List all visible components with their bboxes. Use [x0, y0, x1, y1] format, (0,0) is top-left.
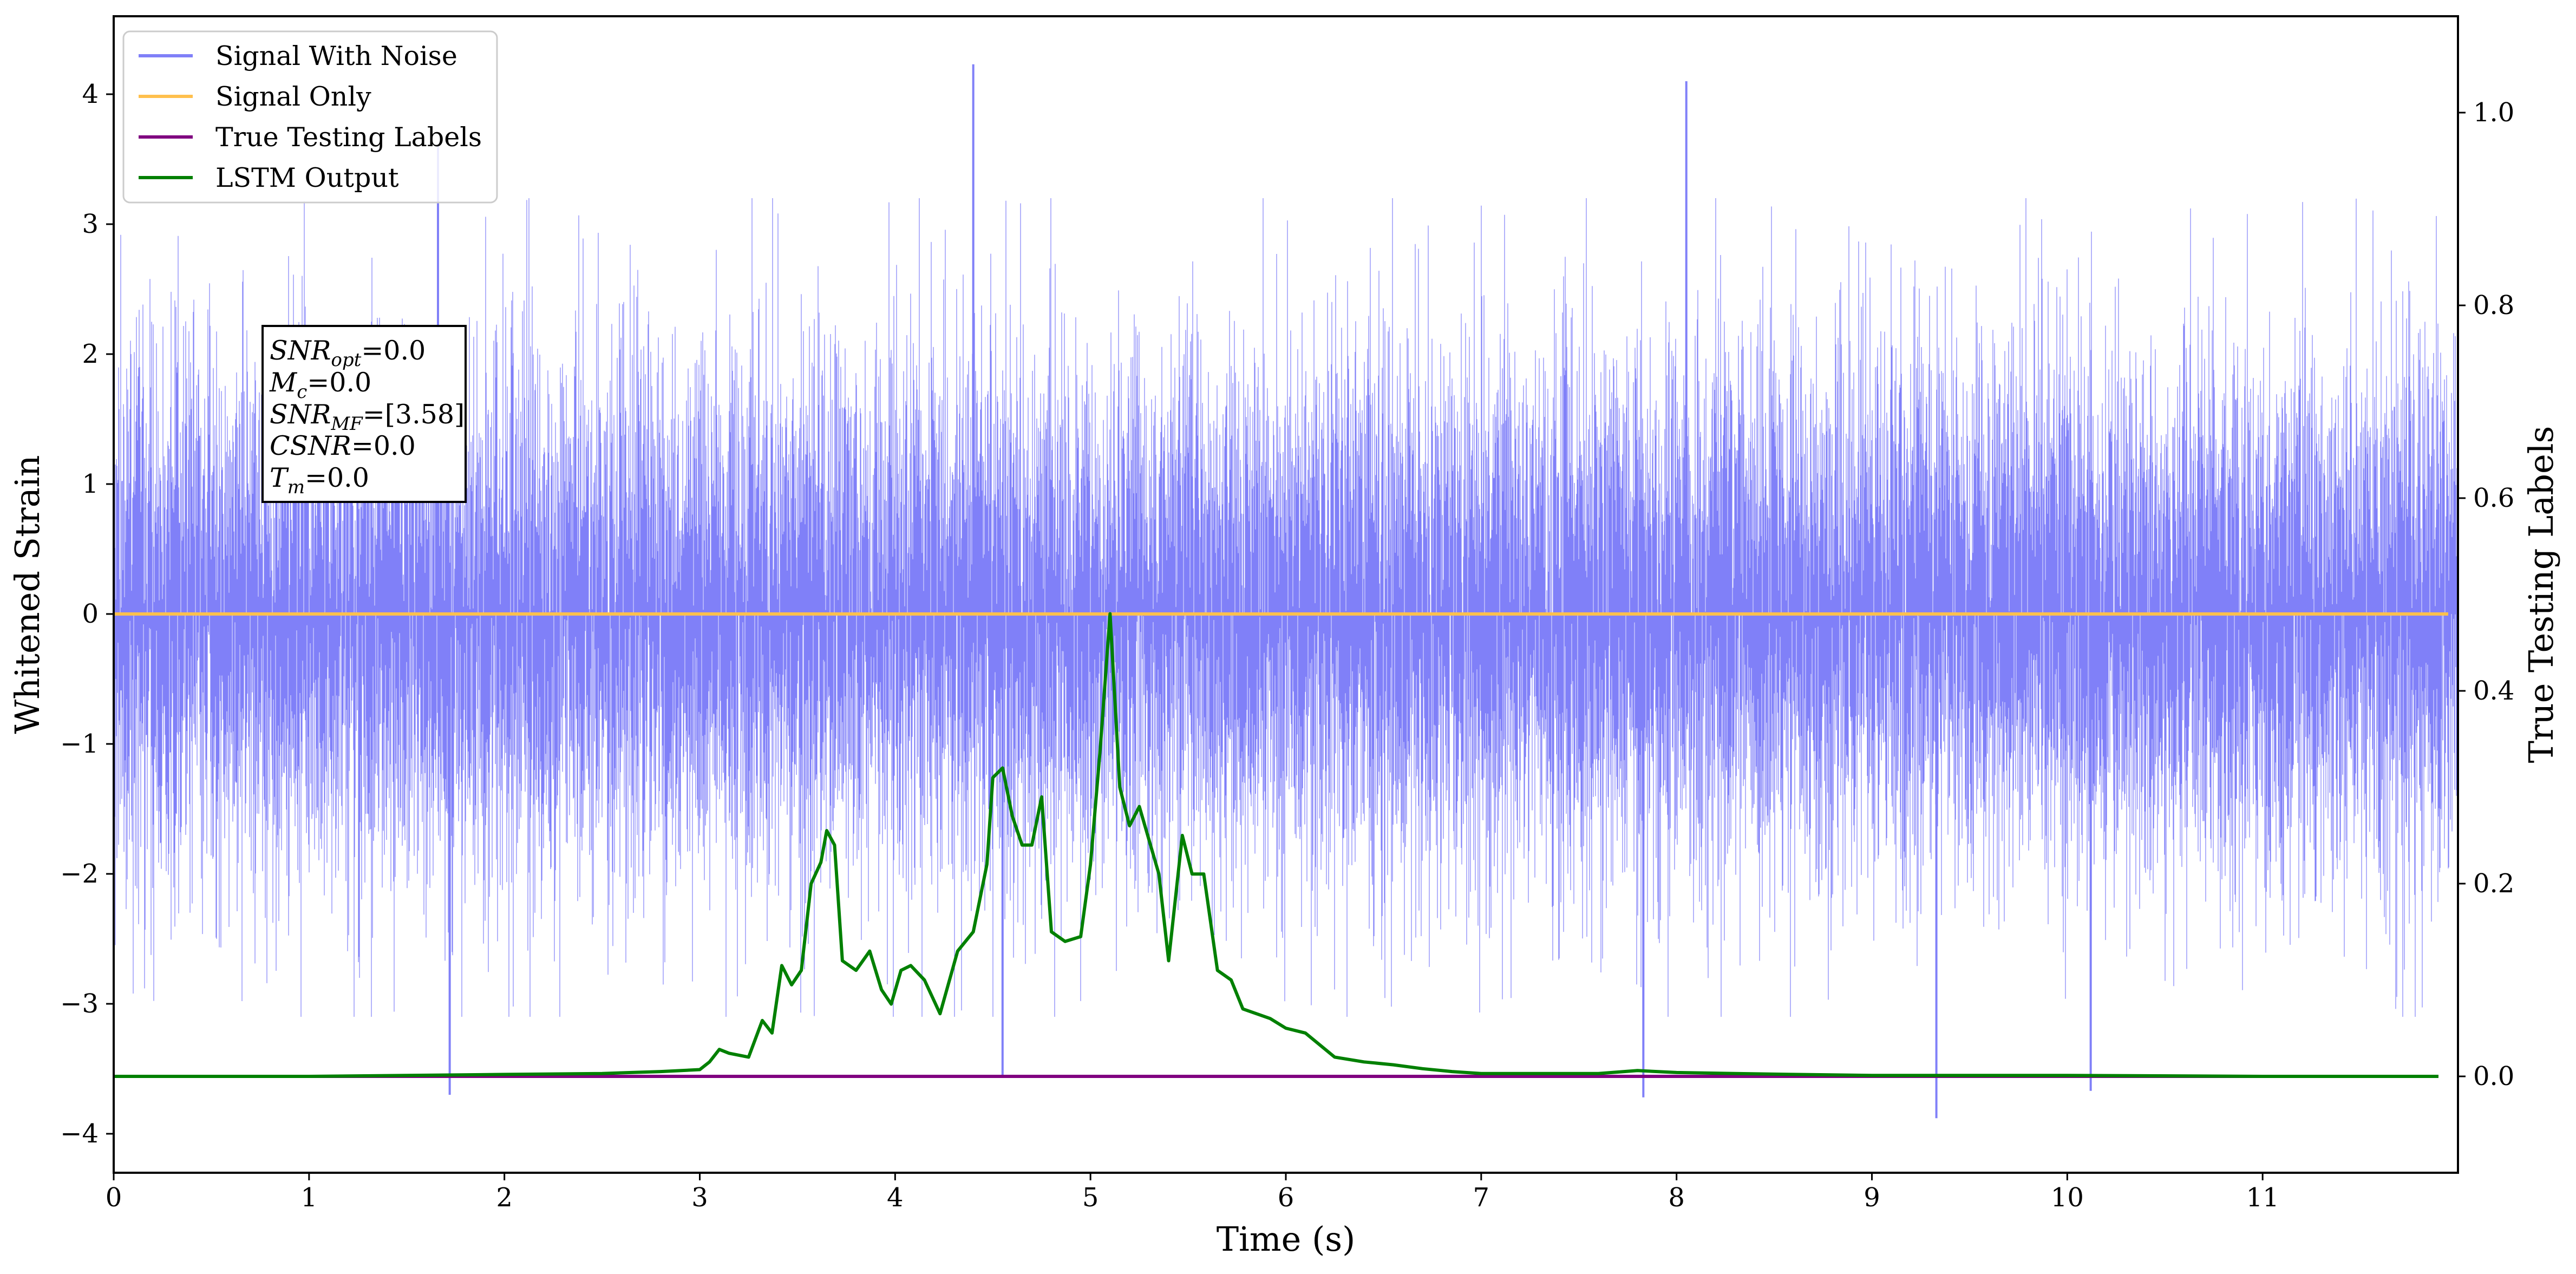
lstm-output-series [114, 612, 2438, 1078]
left-y-tick-label: 3 [82, 209, 99, 239]
info-snr-mf: SNRMF=[3.58] [270, 399, 465, 435]
info-csnr: CSNR=0.0 [270, 430, 416, 461]
left-y-tick-label: 0 [82, 599, 99, 629]
legend-label-true-testing-labels: True Testing Labels [215, 122, 482, 153]
x-tick-label: 9 [1864, 1182, 1880, 1213]
x-tick-label: 0 [106, 1182, 122, 1213]
legend-label-lstm-output: LSTM Output [215, 162, 399, 193]
left-y-tick-label: −1 [60, 729, 99, 759]
right-y-tick-label: 0.6 [2473, 483, 2514, 513]
right-y-axis-title: True Testing Labels [2521, 426, 2561, 763]
left-y-tick-label: 2 [82, 339, 99, 369]
right-y-tick-label: 0.2 [2473, 868, 2514, 899]
right-y-tick-label: 0.4 [2473, 676, 2514, 706]
left-y-tick-label: −4 [60, 1119, 99, 1149]
x-tick-label: 11 [2246, 1182, 2279, 1213]
legend: Signal With Noise Signal Only True Testi… [122, 30, 498, 204]
right-y-axis-ticks: 0.0 0.2 0.4 0.6 0.8 1.0 [2458, 97, 2514, 1092]
legend-label-signal-with-noise: Signal With Noise [215, 41, 457, 71]
info-tm: Tm=0.0 [270, 462, 369, 498]
left-y-tick-label: −3 [60, 989, 99, 1019]
x-tick-label: 10 [2051, 1182, 2084, 1213]
x-tick-label: 8 [1668, 1182, 1685, 1213]
right-y-tick-label: 0.0 [2473, 1061, 2514, 1092]
x-tick-label: 7 [1473, 1182, 1490, 1213]
x-axis-ticks: 0 1 2 3 4 5 6 7 8 9 10 11 [106, 1173, 2279, 1213]
legend-box [122, 30, 498, 204]
left-y-axis-ticks: −4 −3 −2 −1 0 1 2 3 4 [60, 79, 114, 1149]
right-y-tick-label: 0.8 [2473, 290, 2514, 321]
left-y-axis-title: Whitened Strain [8, 455, 47, 734]
info-chirp-mass: Mc=0.0 [269, 367, 371, 403]
x-tick-label: 2 [496, 1182, 513, 1213]
x-tick-label: 3 [691, 1182, 708, 1213]
x-tick-label: 6 [1278, 1182, 1294, 1213]
x-axis-title: Time (s) [1217, 1219, 1356, 1259]
left-y-tick-label: 4 [82, 79, 99, 109]
info-snr-opt: SNRopt=0.0 [270, 335, 426, 371]
info-box: SNRopt=0.0 Mc=0.0 SNRMF=[3.58] CSNR=0.0 … [261, 325, 467, 503]
left-y-tick-label: −2 [60, 859, 99, 889]
signal-with-noise-series [113, 64, 2459, 1119]
x-tick-label: 1 [301, 1182, 318, 1213]
legend-label-signal-only: Signal Only [215, 81, 371, 112]
left-y-tick-label: 1 [82, 469, 99, 499]
info-box-frame [261, 325, 467, 503]
x-tick-label: 5 [1082, 1182, 1099, 1213]
x-tick-label: 4 [887, 1182, 904, 1213]
right-y-tick-label: 1.0 [2473, 97, 2514, 128]
